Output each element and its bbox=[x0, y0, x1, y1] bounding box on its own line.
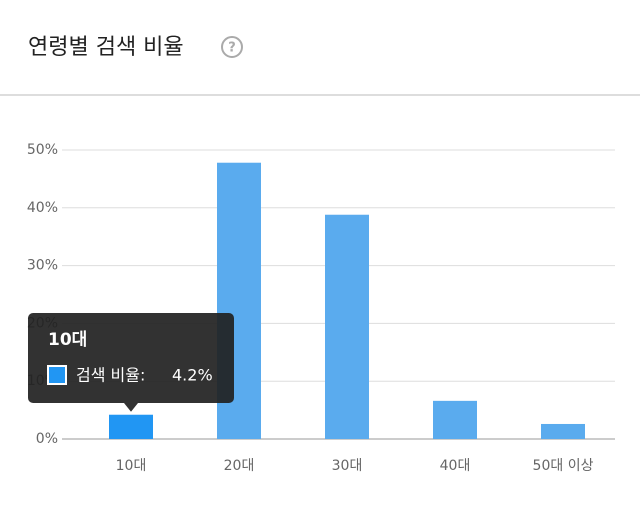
bar[interactable] bbox=[325, 214, 369, 439]
tooltip-title: 10대 bbox=[48, 330, 87, 350]
y-tick-label: 0% bbox=[36, 431, 58, 447]
x-tick-label: 30대 bbox=[332, 458, 363, 474]
tooltip-series: 검색 비율: bbox=[76, 366, 145, 385]
y-tick-label: 40% bbox=[27, 200, 58, 216]
x-tick-label: 50대 이상 bbox=[533, 458, 594, 474]
bar[interactable] bbox=[433, 400, 477, 439]
y-tick-label: 50% bbox=[27, 142, 58, 158]
x-tick-label: 40대 bbox=[440, 458, 471, 474]
title: 연령별 검색 비율 bbox=[28, 35, 184, 60]
bar[interactable] bbox=[109, 414, 153, 439]
tooltip-value: 4.2% bbox=[172, 366, 213, 385]
bar[interactable] bbox=[541, 423, 585, 439]
y-tick-label: 30% bbox=[27, 258, 58, 274]
tooltip-swatch bbox=[47, 365, 67, 385]
tooltip-box bbox=[28, 313, 234, 403]
x-tick-label: 10대 bbox=[116, 458, 147, 474]
help-icon[interactable] bbox=[221, 36, 243, 58]
x-tick-label: 20대 bbox=[224, 458, 255, 474]
help-icon-text[interactable]: ? bbox=[228, 41, 236, 56]
tooltip-arrow bbox=[124, 403, 138, 412]
